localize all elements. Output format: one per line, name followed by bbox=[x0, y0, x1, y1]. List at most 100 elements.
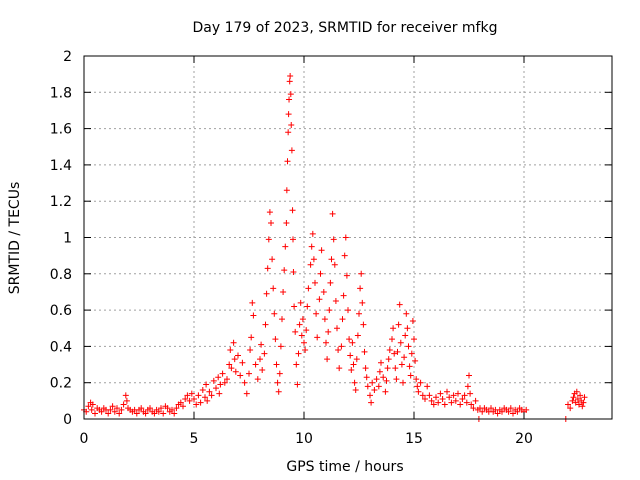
data-point bbox=[195, 392, 202, 399]
data-point bbox=[297, 299, 304, 306]
data-point bbox=[312, 279, 318, 286]
data-point bbox=[459, 396, 466, 403]
data-point bbox=[305, 285, 312, 292]
data-point bbox=[398, 361, 405, 368]
data-point bbox=[323, 339, 329, 346]
data-point bbox=[114, 405, 120, 412]
y-tick-label: 2 bbox=[63, 49, 72, 65]
y-tick-label: 1.8 bbox=[50, 85, 72, 101]
data-point bbox=[316, 296, 323, 303]
data-point bbox=[576, 401, 582, 408]
data-point bbox=[224, 376, 230, 383]
data-point bbox=[479, 408, 486, 415]
data-point bbox=[396, 301, 403, 308]
data-point bbox=[565, 401, 571, 408]
data-point bbox=[268, 219, 274, 226]
data-point bbox=[191, 396, 197, 403]
data-point bbox=[302, 347, 309, 354]
data-point bbox=[309, 230, 316, 237]
data-point bbox=[574, 396, 581, 403]
data-point bbox=[335, 347, 342, 354]
data-point bbox=[293, 361, 300, 368]
data-point bbox=[338, 343, 345, 350]
data-point bbox=[407, 372, 414, 379]
data-point bbox=[281, 267, 288, 274]
data-point bbox=[283, 187, 290, 194]
data-point bbox=[346, 336, 353, 343]
data-point bbox=[254, 376, 261, 383]
data-point bbox=[111, 408, 118, 415]
data-point bbox=[411, 336, 417, 343]
data-point bbox=[206, 388, 213, 395]
data-point bbox=[199, 386, 206, 393]
data-point bbox=[419, 392, 426, 399]
data-point bbox=[217, 381, 224, 388]
data-point bbox=[356, 310, 362, 317]
data-point bbox=[221, 379, 228, 386]
data-point bbox=[235, 352, 241, 359]
data-point bbox=[347, 352, 354, 359]
data-point bbox=[164, 405, 171, 412]
data-point bbox=[439, 396, 446, 403]
data-point bbox=[227, 347, 234, 354]
data-point bbox=[264, 265, 271, 272]
data-point bbox=[580, 399, 587, 406]
data-point bbox=[317, 270, 324, 277]
y-axis-label: SRMTID / TECUs bbox=[7, 182, 23, 295]
data-point bbox=[345, 307, 351, 314]
data-point bbox=[228, 365, 235, 372]
data-point bbox=[291, 303, 298, 310]
data-point bbox=[362, 365, 369, 372]
data-point bbox=[371, 386, 378, 393]
data-point bbox=[193, 401, 200, 408]
data-point bbox=[142, 410, 149, 417]
data-point bbox=[250, 312, 257, 319]
data-point bbox=[494, 410, 501, 417]
data-point bbox=[409, 317, 416, 324]
data-point bbox=[385, 356, 392, 363]
data-point bbox=[348, 366, 355, 373]
y-tick-label: 0.6 bbox=[50, 303, 72, 319]
data-point bbox=[441, 401, 448, 408]
y-tick-label: 0 bbox=[63, 412, 72, 428]
data-point bbox=[505, 408, 512, 415]
data-point bbox=[391, 350, 398, 357]
data-point bbox=[406, 363, 413, 370]
data-point bbox=[120, 401, 127, 408]
data-point bbox=[88, 406, 95, 413]
data-point bbox=[422, 396, 428, 403]
data-point bbox=[572, 399, 579, 406]
x-tick-label: 20 bbox=[515, 431, 533, 447]
data-point bbox=[204, 397, 211, 404]
data-point bbox=[286, 96, 293, 103]
data-point bbox=[364, 383, 371, 390]
data-point bbox=[414, 383, 421, 390]
data-point bbox=[415, 388, 422, 395]
x-tick-label: 15 bbox=[405, 431, 423, 447]
data-point bbox=[279, 316, 285, 323]
data-point bbox=[321, 316, 328, 323]
data-point bbox=[151, 410, 158, 417]
data-point bbox=[307, 261, 314, 268]
data-point bbox=[313, 310, 320, 317]
data-point bbox=[359, 299, 366, 306]
data-point bbox=[376, 368, 383, 375]
data-point bbox=[351, 379, 358, 386]
data-point bbox=[324, 356, 331, 363]
data-point bbox=[581, 394, 588, 401]
data-point bbox=[472, 397, 479, 404]
data-point bbox=[296, 321, 303, 328]
data-point bbox=[426, 392, 433, 399]
data-point bbox=[213, 385, 219, 392]
data-point bbox=[280, 288, 287, 295]
data-point bbox=[444, 388, 450, 395]
data-point bbox=[241, 379, 248, 386]
data-point bbox=[262, 321, 269, 328]
data-point bbox=[257, 356, 263, 363]
data-point bbox=[177, 399, 184, 406]
data-point bbox=[403, 310, 410, 317]
data-point bbox=[210, 377, 217, 384]
data-point bbox=[287, 72, 294, 79]
data-point bbox=[332, 298, 339, 305]
data-point bbox=[331, 261, 338, 268]
